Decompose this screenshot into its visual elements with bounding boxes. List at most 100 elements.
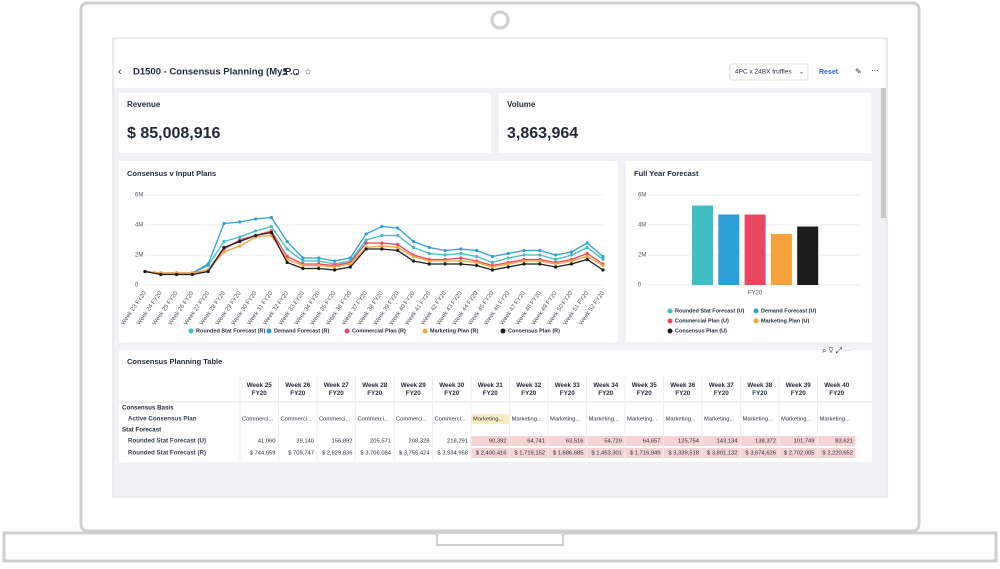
x-tick-label: FY20	[748, 291, 763, 297]
kpi-label: Volume	[507, 100, 536, 109]
table-cell: $ 1,716,949	[630, 451, 661, 457]
line-point	[506, 265, 510, 269]
line-point	[475, 248, 479, 253]
scenario-dropdown[interactable]	[729, 63, 809, 81]
kpi-value: $ 85,008,916	[127, 125, 221, 142]
refresh-icon[interactable]	[292, 68, 300, 76]
column-header: Week 25 FY20	[247, 382, 273, 397]
line-point	[427, 251, 431, 256]
y-tick-label: 2M	[135, 253, 143, 259]
table-cell: 39,140	[296, 439, 314, 445]
table-cell: Marketing...	[512, 417, 543, 423]
cell-highlight	[818, 436, 856, 446]
table-cell: $ 1,719,152	[514, 451, 545, 457]
row-group-label: Consensus Basis	[122, 405, 174, 412]
user-icon[interactable]	[283, 68, 287, 72]
y-tick-label: 2M	[638, 253, 646, 259]
kpi-value: 3,863,964	[507, 125, 578, 142]
table-cell: 54,729	[604, 439, 622, 445]
table-title: Consensus Planning Table	[127, 357, 222, 366]
line-point	[332, 265, 337, 269]
cell-highlight	[702, 436, 740, 446]
line-point	[364, 238, 368, 242]
line-point	[222, 245, 226, 250]
line-point	[159, 272, 163, 277]
cell-highlight	[741, 414, 779, 424]
legend-marker	[188, 328, 194, 334]
kpi-card	[119, 93, 491, 153]
legend-marker	[422, 328, 428, 334]
table-cell: $ 2,829,836	[322, 451, 353, 457]
column-header: Week 35 FY20	[632, 382, 658, 397]
legend-label: Commercial Plan (U)	[675, 318, 729, 324]
line-point	[285, 239, 289, 244]
cell-highlight	[625, 414, 663, 424]
scenario-label: 4PC x 24BX truffles	[735, 69, 792, 76]
y-tick-label: 4M	[135, 223, 143, 229]
more-icon[interactable]: ⋯	[871, 66, 879, 75]
column-header: Week 34 FY20	[593, 382, 619, 397]
line-point	[396, 242, 400, 247]
row-label: Rounded Stat Forecast (R)	[128, 450, 206, 457]
table-cell: Marketing...	[743, 417, 774, 423]
edit-icon[interactable]: ✎	[855, 67, 862, 76]
table-cell: Marketing...	[473, 417, 504, 423]
line-point	[253, 217, 258, 221]
line-point	[443, 248, 447, 253]
line-point	[554, 257, 558, 262]
back-button[interactable]: ‹	[118, 66, 122, 78]
cell-highlight	[510, 436, 548, 446]
cell-highlight	[510, 414, 548, 424]
table-cell: Marketing...	[820, 417, 851, 423]
line-point	[301, 266, 305, 271]
line-point	[569, 250, 574, 254]
column-header: Week 37 FY20	[709, 382, 735, 397]
table-cell: 63,516	[566, 439, 584, 445]
reset-button[interactable]: Reset	[819, 69, 839, 76]
line-point	[253, 229, 258, 233]
table-cell: $ 3,674,626	[745, 451, 776, 457]
line-point	[538, 262, 542, 266]
line-point	[569, 259, 574, 263]
line-point	[585, 251, 589, 256]
line-point	[380, 224, 384, 229]
line-point	[554, 253, 558, 257]
table-cell: 125,754	[678, 439, 700, 445]
cell-highlight	[818, 414, 856, 424]
scrollbar[interactable]	[881, 88, 886, 218]
table-cell: Commerci...	[319, 417, 351, 423]
y-tick-label: 6M	[638, 193, 646, 199]
line-point	[443, 253, 447, 257]
y-tick-label: 0	[638, 283, 642, 289]
line	[144, 216, 604, 274]
line-point	[364, 232, 368, 236]
line-point	[506, 262, 510, 266]
line-point	[269, 224, 273, 229]
line-point	[601, 254, 605, 259]
table-cell: Commerci...	[358, 417, 390, 423]
line-point	[585, 241, 589, 245]
laptop-notch	[436, 532, 564, 546]
line-point	[396, 233, 400, 238]
line-point	[348, 265, 352, 269]
line-point	[506, 256, 510, 260]
table-cell: $ 2,220,652	[822, 451, 853, 457]
table-cell: 156,892	[332, 439, 353, 445]
kpi-card	[499, 93, 871, 153]
chart-title: Consensus v Input Plans	[127, 169, 216, 178]
cell-highlight	[471, 414, 509, 424]
line-point	[332, 259, 337, 263]
table-cell: 64,657	[643, 439, 661, 445]
line-point	[459, 247, 463, 251]
cell-highlight	[664, 448, 702, 458]
line-point	[380, 233, 384, 238]
legend-label: Rounded Stat Forecast (U)	[675, 308, 745, 314]
cell-highlight	[818, 448, 856, 458]
star-icon[interactable]: ☆	[304, 66, 312, 76]
line	[144, 231, 604, 276]
line-point	[238, 220, 242, 224]
legend-label: Consensus Plan (R)	[508, 328, 560, 334]
cell-highlight	[625, 436, 663, 446]
table-tools[interactable]: ⌕ ⊽ ⤢ ⋯	[822, 346, 852, 355]
line	[144, 234, 604, 274]
